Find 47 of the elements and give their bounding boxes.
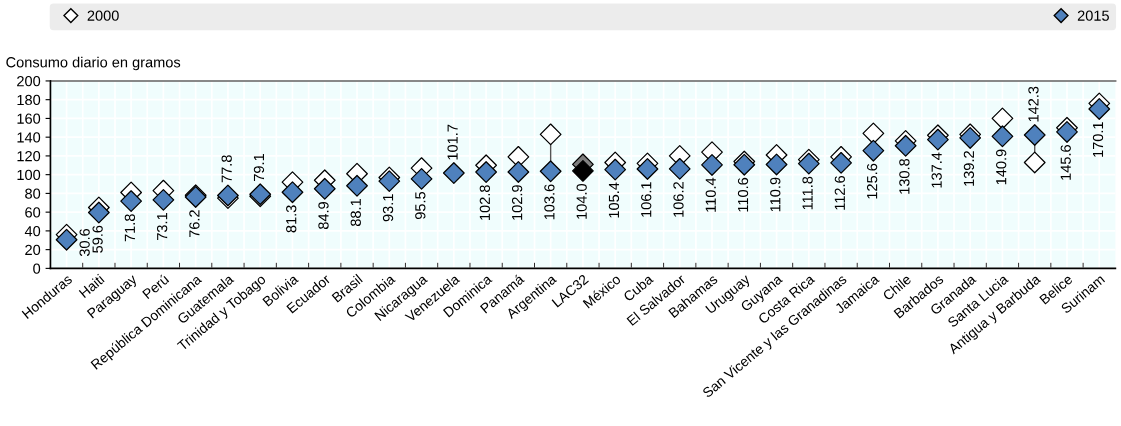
data-label: 130.8 <box>899 158 910 194</box>
data-label: 105.4 <box>608 182 620 218</box>
y-tick-label: 40 <box>24 225 41 237</box>
data-label: 93.1 <box>382 194 394 222</box>
legend-label: 2015 <box>1077 10 1109 21</box>
data-label: 30.6 <box>79 228 90 257</box>
data-label: 140.9 <box>996 149 1007 185</box>
y-tick-label: 20 <box>25 244 41 256</box>
data-label: 59.6 <box>92 225 103 253</box>
data-label: 102.9 <box>511 185 523 220</box>
data-label: 95.5 <box>415 191 426 220</box>
data-label: 84.9 <box>318 202 329 230</box>
y-axis-title: Consumo diario en gramos <box>6 56 181 71</box>
data-label: 77.8 <box>221 155 232 183</box>
data-label: 111.8 <box>802 176 813 210</box>
data-label: 104.0 <box>576 183 587 219</box>
data-label: 139.2 <box>963 151 975 186</box>
data-label: 79.1 <box>253 154 265 181</box>
data-label: 76.2 <box>189 210 200 238</box>
data-label: 106.1 <box>641 182 652 217</box>
data-label: 110.6 <box>737 177 749 212</box>
data-label: 110.9 <box>770 177 781 212</box>
data-label: 112.6 <box>834 175 845 210</box>
y-tick-label: 0 <box>33 263 41 274</box>
y-tick-label: 80 <box>25 188 41 199</box>
y-tick-label: 100 <box>17 169 41 181</box>
data-label: 145.6 <box>1060 145 1071 180</box>
data-label: 102.8 <box>479 185 491 220</box>
y-tick-label: 200 <box>17 76 41 87</box>
data-label: 73.1 <box>156 213 168 240</box>
data-label: 110.4 <box>705 177 716 212</box>
data-label: 170.1 <box>1092 122 1104 157</box>
data-label: 137.4 <box>931 152 942 188</box>
data-label: 88.1 <box>350 199 361 227</box>
y-tick-label: 60 <box>25 207 41 218</box>
y-tick-label: 120 <box>17 151 41 162</box>
data-label: 71.8 <box>124 214 136 242</box>
data-label: 101.7 <box>447 124 458 160</box>
data-label: 142.3 <box>1028 86 1039 122</box>
data-label: 103.6 <box>544 184 555 220</box>
data-label: 125.6 <box>866 163 878 199</box>
y-tick-label: 160 <box>17 113 41 124</box>
y-tick-label: 180 <box>17 94 41 106</box>
data-label: 106.2 <box>673 182 684 217</box>
legend-label: 2000 <box>87 10 119 21</box>
data-label: 81.3 <box>286 205 297 233</box>
y-tick-label: 140 <box>17 132 41 143</box>
